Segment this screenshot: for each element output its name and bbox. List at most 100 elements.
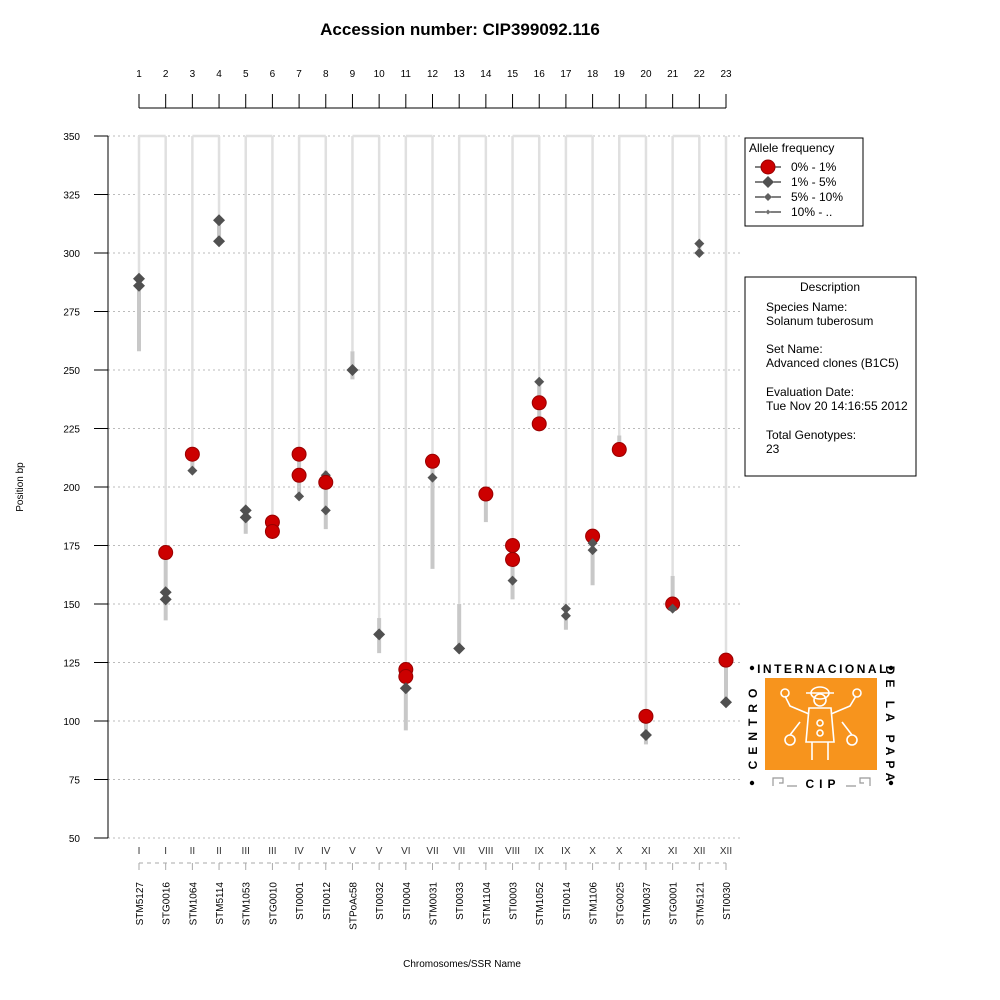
allele-point-diamond [213,214,226,227]
top-tick-label: 2 [163,69,169,80]
allele-point-diamond [639,729,652,742]
top-tick-label: 1 [136,69,142,80]
logo-dot-tr [888,665,894,671]
top-tick-label: 9 [350,69,356,80]
ssr-name-label: STM1104 [482,882,493,925]
legend-symbol-diamond [762,176,774,188]
chromosome-label: II [216,846,222,857]
allele-point-diamond-small [587,538,598,549]
allele-point-rare [531,395,547,411]
cip-logo: INTERNACIONAL CIP CENTRO DE LA PAPA [746,662,897,791]
ssr-name-label: STI0001 [295,882,306,920]
allele-point-rare [264,523,280,539]
allele-point-diamond [239,511,252,524]
chromosome-label: III [268,846,276,857]
allele-point-diamond-small [667,603,678,614]
allele-point-diamond-small [560,603,571,614]
chromosome-label: XI [641,846,650,857]
top-axis: 1 2 3 4 5 6 7 8 9 10 11 12 13 14 15 16 17 18 19 20 21 22 23 [136,69,732,109]
allele-point-diamond-small [560,610,571,621]
ssr-name-label: STG0001 [669,882,680,925]
set-label: Set Name: [766,342,823,356]
allele-point-rare [291,446,307,462]
ssr-name-label: STI0030 [722,882,733,920]
description-title: Description [800,280,860,294]
y-tick-label: 50 [69,834,81,845]
chromosome-label: X [589,846,596,857]
chromosome-label: III [242,846,250,857]
legend-label: 5% - 10% [791,190,843,204]
allele-point-rare [638,708,654,724]
logo-text-right: DE LA PAPA [883,666,897,786]
description-frame [744,276,917,477]
top-tick-label: 14 [480,69,492,80]
top-tick-label: 16 [534,69,546,80]
allele-point-diamond [213,235,226,248]
set-value: Advanced clones (B1C5) [766,356,899,370]
ssr-name-label: STM1052 [535,882,546,926]
allele-point-diamond-small [427,472,438,483]
species-label: Species Name: [766,300,847,314]
logo-figure-icon [780,686,862,760]
chromosome-label: IV [321,846,331,857]
legend-symbol-diamond [764,193,772,201]
legend-label: 10% - .. [791,205,832,219]
allele-point-rare [398,669,414,685]
top-tick-label: 8 [323,69,329,80]
ssr-name-label: STI0033 [455,882,466,920]
legend-entries: 0% - 1%1% - 5%5% - 10%10% - .. [755,159,843,219]
ssr-name-label: STI0014 [562,882,573,920]
chromosome-label: VIII [478,846,493,857]
chromosome-label: V [349,846,356,857]
chromosome-label: XII [693,846,705,857]
allele-point-rare [425,453,440,469]
logo-fret-left-icon [772,777,797,787]
top-tick-label: 21 [667,69,679,80]
allele-point-rare [505,552,521,568]
chromosome-label: VIII [505,846,520,857]
y-tick-label: 75 [69,776,81,787]
chromosome-label: VI [401,846,410,857]
allele-point-diamond [399,682,412,695]
chromosome-label: IV [294,846,304,857]
y-tick-label: 150 [63,600,80,611]
ssr-name-label: STPoAc58 [348,882,359,930]
allele-point-diamond [159,593,172,606]
allele-point-diamond-small [587,545,598,556]
y-axis-label: Position bp [15,462,26,512]
allele-point-diamond-small [187,465,198,476]
top-tick-label: 20 [640,69,652,80]
top-tick-label: 22 [694,69,706,80]
top-tick-label: 7 [296,69,302,80]
chromosome-label: I [138,846,141,857]
ssr-name-label: STG0025 [615,882,626,925]
allele-point-diamond [239,504,252,517]
marker-connectors [137,134,728,717]
allele-point-diamond [373,628,386,641]
date-value: Tue Nov 20 14:16:55 2012 [766,399,908,413]
allele-point-diamond-small [694,238,705,249]
allele-point-diamond [720,696,732,709]
top-tick-label: 19 [614,69,626,80]
y-tick-label: 350 [63,132,80,143]
allele-point-diamond-small [507,575,518,586]
y-tick-label: 200 [63,483,80,494]
allele-points [133,214,734,742]
y-tick-label: 175 [63,542,80,553]
ssr-name-label: STM5121 [695,882,706,926]
y-tick-label: 300 [63,249,80,260]
ssr-name-label: STI0012 [322,882,333,920]
genotypes-value: 23 [766,442,780,456]
allele-point-rare [531,416,547,432]
logo-text-bottom: CIP [805,777,840,791]
description-box: Description Species Name: Solanum tubero… [744,276,917,477]
genotypes-label: Total Genotypes: [766,428,856,442]
allele-point-rare [478,486,494,502]
logo-dot-tl [749,665,755,671]
ssr-name-label: STG0010 [268,882,279,925]
chromosome-label: XI [668,846,677,857]
ssr-name-label: STG0016 [162,882,173,925]
ssr-name-label: STI0003 [509,882,520,920]
chromosome-label: XII [720,846,732,857]
